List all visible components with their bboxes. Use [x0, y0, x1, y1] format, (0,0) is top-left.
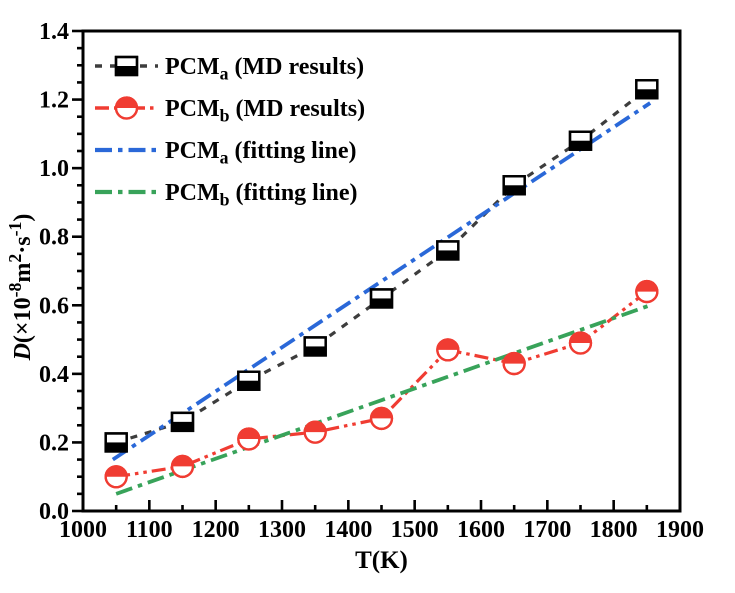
y-tick-label: 0.2	[39, 430, 69, 456]
x-axis-title: T(K)	[355, 547, 408, 574]
y-axis: 0.0 0.2 0.4 0.6 0.8 1.0 1.2 1.4	[39, 19, 83, 525]
markers-pcma-md-results	[104, 79, 659, 453]
plot-border	[81, 29, 682, 513]
series-line-pcmb-fitting-line	[115, 303, 651, 496]
x-tick-label: 1500	[391, 517, 439, 543]
markers-pcmb-md-results	[104, 279, 659, 489]
legend-label: PCMa (MD results)	[165, 54, 364, 83]
x-tick-label: 1100	[126, 517, 173, 543]
x-axis: 1000 1100 1200 1300 1400 1500 1600 1700 1800 1900	[59, 500, 704, 543]
chart-legend: PCMa (MD results) PCMb (MD results) PCMa (…	[95, 54, 365, 209]
y-tick-label: 0.8	[39, 225, 69, 251]
x-tick-label: 1800	[590, 517, 638, 543]
x-tick-label: 1700	[523, 517, 571, 543]
y-tick-label: 1.0	[39, 156, 69, 182]
x-tick-label: 1300	[258, 517, 306, 543]
legend-entry-pcma-md-results: PCMa (MD results)	[95, 54, 364, 83]
y-tick-label: 0.4	[39, 362, 69, 388]
x-tick-label: 1600	[457, 517, 505, 543]
y-tick-label: 0.0	[39, 499, 69, 525]
series-line-pcmb-md-results	[115, 290, 648, 479]
x-tick-label: 1400	[324, 517, 372, 543]
series-line-pcma-fitting-line	[111, 101, 652, 462]
legend-entry-pcmb-md-results: PCMb (MD results)	[95, 96, 365, 125]
x-tick-label: 1200	[192, 517, 240, 543]
legend-label: PCMa (fitting line)	[165, 138, 357, 167]
legend-entry-pcmb-fitting-line: PCMb (fitting line)	[95, 180, 358, 209]
y-tick-label: 0.6	[39, 293, 69, 319]
legend-label: PCMb (fitting line)	[165, 180, 358, 209]
x-tick-label: 1000	[59, 517, 107, 543]
legend-entry-pcma-fitting-line: PCMa (fitting line)	[95, 138, 357, 167]
legend-label: PCMb (MD results)	[165, 96, 365, 125]
y-tick-label: 1.4	[39, 19, 69, 45]
series-markers	[104, 79, 659, 489]
y-tick-label: 1.2	[39, 88, 69, 114]
y-axis-title: D(×10-8m2·s-1)	[5, 214, 36, 362]
x-tick-label: 1900	[656, 517, 704, 543]
